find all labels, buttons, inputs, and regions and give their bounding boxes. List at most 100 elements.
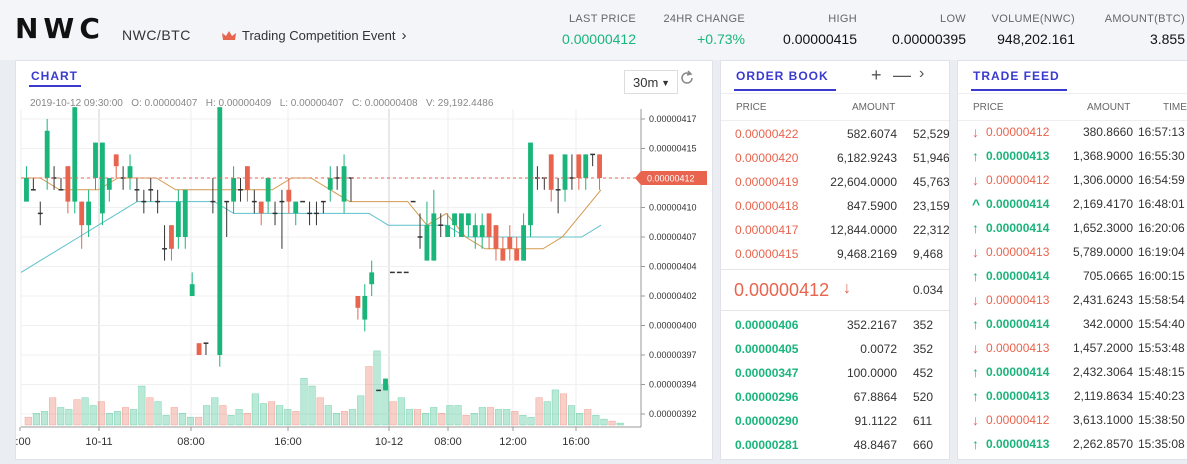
arrow-down-icon: ↓ (972, 292, 979, 308)
volume-bar (332, 413, 340, 426)
trade-amount: 1,652.3000 (1072, 221, 1133, 235)
tab-trade-feed[interactable]: TRADE FEED (973, 69, 1060, 83)
price-column-header: PRICE (736, 102, 767, 113)
bid-amount: 100.0000 (846, 366, 897, 380)
ask-row[interactable]: 0.00000418 847.5900 23,159 (721, 199, 949, 219)
candle-body (562, 154, 568, 190)
ask-amount: 9,468.2169 (836, 247, 897, 261)
trade-price: 0.00000413 (986, 341, 1050, 355)
trade-feed-panel: TRADE FEED PRICE AMOUNT TIME ↓ 0.00000412… (957, 60, 1187, 460)
volume-bar (349, 409, 357, 426)
x-tick-label: 10-12 (375, 436, 403, 448)
arrow-up-icon: ↑ (972, 268, 979, 284)
candle-body (383, 378, 388, 391)
ask-row[interactable]: 0.00000422 582.6074 52,529 (721, 127, 949, 147)
arrow-up-icon: ↑ (972, 220, 979, 236)
volume-bar (308, 385, 316, 426)
volume-bar (113, 411, 122, 426)
plus-icon[interactable]: + (871, 65, 882, 85)
mid-total: 0.034 (913, 283, 944, 297)
bid-total: 611 (913, 414, 933, 428)
bid-total: 352 (913, 318, 934, 332)
volume-bar (284, 409, 292, 426)
bid-row[interactable]: 0.00000290 91.1122 611 (721, 414, 949, 434)
trade-amount: 705.0665 (1082, 269, 1133, 283)
volume-bar (219, 405, 227, 426)
trade-amount: 3,613.1000 (1072, 413, 1133, 427)
volume-bar (519, 415, 527, 426)
trade-row: ↓ 0.00000413 2,431.6243 15:58:54 (958, 292, 1187, 313)
volume-bar (486, 407, 495, 426)
volume-bar (413, 409, 422, 426)
trade-price: 0.00000413 (986, 149, 1050, 163)
bid-row[interactable]: 0.00000347 100.0000 452 (721, 366, 949, 386)
bid-amount: 91.1122 (854, 414, 898, 428)
volume-bar (24, 416, 32, 426)
trade-price: 0.00000414 (986, 365, 1050, 379)
stat-value: 0.00000412 (562, 31, 636, 47)
ask-price: 0.00000417 (735, 223, 799, 237)
candle-body (99, 142, 105, 214)
trading-pair[interactable]: NWC/BTC (122, 27, 191, 43)
bid-total: 352 (913, 342, 934, 356)
candle-body (486, 213, 492, 237)
tab-order-book[interactable]: ORDER BOOK (736, 69, 829, 83)
volume-bar (446, 405, 454, 426)
amount-column-header: AMOUNT (1087, 102, 1131, 113)
volume-bar (162, 415, 170, 426)
volume-bar (397, 397, 405, 426)
ask-price: 0.00000415 (735, 247, 799, 261)
ask-row[interactable]: 0.00000420 6,182.9243 51,946 (721, 151, 949, 171)
volume-bar (511, 411, 519, 426)
trade-price: 0.00000413 (986, 293, 1050, 307)
ask-row[interactable]: 0.00000417 12,844.0000 22,312 (721, 223, 949, 243)
arrow-down-icon: ↓ (843, 280, 851, 297)
stat-value: 948,202.161 (997, 31, 1075, 47)
bid-row[interactable]: 0.00000296 67.8864 520 (721, 390, 949, 410)
trade-row: ↓ 0.00000412 380.8660 16:57:13 (958, 124, 1187, 145)
volume-bar (340, 411, 349, 426)
bid-row[interactable]: 0.00000406 352.2167 352 (721, 318, 949, 338)
candle-body (528, 142, 533, 226)
trade-time: 16:55:30 (1138, 149, 1185, 163)
candle-body (79, 201, 85, 226)
bid-row[interactable]: 0.00000405 0.0072 352 (721, 342, 949, 362)
ask-row[interactable]: 0.00000419 22,604.0000 45,763 (721, 175, 949, 195)
volume-bar (373, 350, 381, 426)
trade-row: ↑ 0.00000414 1,652.3000 16:20:06 (958, 220, 1187, 241)
volume-bar (170, 407, 178, 426)
trade-amount: 1,306.0000 (1072, 173, 1133, 187)
volume-bar (405, 409, 413, 426)
volume-bar (203, 405, 211, 426)
interval-select[interactable]: 30m ▼ (624, 70, 678, 94)
trade-time: 15:38:50 (1138, 413, 1185, 427)
ohlc-high: H: 0.00000409 (205, 98, 272, 109)
volume-bar (32, 413, 40, 426)
volume-bar (576, 413, 584, 426)
ask-row[interactable]: 0.00000415 9,468.2169 9,468 (721, 247, 949, 267)
reset-icon[interactable] (678, 69, 696, 87)
candle-body (479, 225, 485, 237)
candle-body (86, 201, 92, 226)
volume-bar (105, 413, 113, 426)
order-book-head: PRICE AMOUNT (721, 93, 949, 121)
trading-competition-link[interactable]: Trading Competition Event › (222, 27, 406, 44)
bid-price: 0.00000406 (735, 318, 799, 332)
volume-bar (65, 409, 73, 426)
candle-body (431, 213, 437, 261)
tab-chart[interactable]: CHART (31, 69, 78, 83)
candlestick-chart[interactable]: 0.000004170.000004150.000004130.00000410… (16, 107, 712, 457)
x-tick-label: 16:00 (274, 436, 302, 448)
y-tick-label: 0.00000397 (649, 350, 697, 360)
trade-price: 0.00000414 (986, 197, 1050, 211)
minus-icon[interactable]: — (893, 65, 911, 85)
ask-total: 23,159 (913, 199, 950, 213)
candle-body (472, 225, 478, 237)
bid-row[interactable]: 0.00000281 48.8467 660 (721, 438, 949, 458)
trade-price: 0.00000412 (986, 125, 1050, 139)
ask-amount: 12,844.0000 (830, 223, 897, 237)
ask-amount: 6,182.9243 (836, 151, 897, 165)
arrow-down-icon: ↓ (972, 412, 979, 428)
candle-body (24, 178, 29, 202)
chevron-right-icon[interactable]: › (919, 65, 925, 82)
